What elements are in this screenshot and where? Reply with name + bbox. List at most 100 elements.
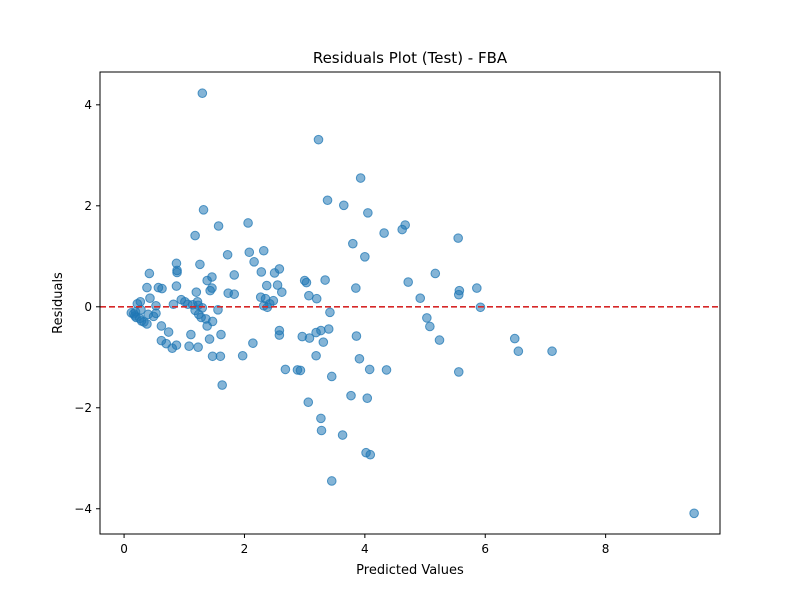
scatter-point — [145, 293, 155, 304]
scatter-point — [422, 313, 432, 323]
scatter-point — [157, 283, 167, 294]
scatter-point — [326, 476, 337, 486]
plot-frame — [99, 71, 721, 535]
scatter-point — [301, 277, 312, 288]
scatter-point — [323, 324, 334, 334]
scatter-point — [172, 267, 182, 278]
scatter-point — [379, 228, 389, 238]
y-tick-label: −4 — [74, 502, 92, 516]
scatter-point — [326, 371, 337, 382]
y-axis-ticks: −4 −2 0 2 4 — [74, 98, 100, 516]
scatter-point — [213, 221, 224, 231]
scatter-point — [171, 340, 182, 350]
scatter-point — [274, 330, 285, 340]
scatter-point — [256, 267, 267, 277]
scatter-point — [190, 230, 200, 241]
scatter-point — [198, 205, 209, 215]
scatter-point — [453, 289, 464, 300]
x-tick-label: 2 — [241, 542, 249, 556]
scatter-point — [248, 338, 258, 348]
scatter-point — [360, 251, 370, 262]
scatter-point — [269, 268, 280, 278]
x-axis-label: Predicted Values — [356, 563, 464, 578]
scatter-point — [204, 334, 215, 344]
scatter-point — [151, 308, 161, 319]
scatter-point — [346, 390, 356, 401]
y-axis-label: Residuals — [51, 272, 66, 334]
scatter-point — [430, 268, 441, 279]
scatter-point — [191, 287, 202, 297]
scatter-point — [186, 329, 196, 340]
scatter-point — [311, 350, 321, 361]
scatter-point — [303, 397, 314, 408]
scatter-point — [163, 327, 174, 337]
scatter-point — [304, 333, 315, 343]
scatter-point — [229, 270, 240, 280]
scatter-point — [215, 351, 226, 362]
scatter-point — [316, 425, 327, 436]
scatter-point — [311, 293, 322, 304]
scatter-point — [355, 173, 366, 183]
scatter-point — [244, 247, 255, 258]
scatter-point — [272, 280, 283, 290]
scatter-point — [354, 353, 365, 364]
scatter-point — [243, 218, 253, 228]
scatter-point — [313, 134, 324, 145]
scatter-point — [311, 327, 321, 338]
scatter-point — [351, 331, 362, 341]
x-tick-label: 6 — [481, 542, 489, 556]
scatter-point — [338, 200, 349, 211]
scatter-point — [320, 275, 330, 285]
scatter-point — [217, 380, 227, 390]
scatter-point — [202, 321, 212, 331]
scatter-point — [509, 333, 520, 344]
scatter-point — [415, 293, 426, 304]
scatter-point — [142, 282, 152, 293]
scatter-point — [304, 290, 314, 301]
chart-title: Residuals Plot (Test) - FBA — [313, 49, 508, 67]
scatter-point — [365, 449, 376, 460]
scatter-point — [351, 283, 361, 293]
scatter-point — [205, 285, 215, 296]
scatter-point — [184, 341, 194, 351]
scatter-point — [216, 329, 226, 340]
scatter-point — [258, 245, 269, 256]
scatter-point — [322, 195, 333, 206]
points-layer — [126, 88, 699, 519]
scatter-point — [229, 289, 240, 299]
y-tick-label: 0 — [84, 300, 92, 314]
scatter-point — [318, 337, 329, 347]
scatter-point — [237, 350, 248, 361]
y-tick-label: 2 — [84, 199, 92, 213]
scatter-point — [472, 283, 482, 293]
scatter-point — [197, 88, 208, 99]
scatter-point — [397, 224, 407, 235]
x-tick-label: 4 — [361, 542, 369, 556]
scatter-point — [156, 321, 167, 331]
scatter-point — [207, 351, 218, 362]
x-axis-ticks: 0 2 4 6 8 — [120, 534, 609, 556]
scatter-point — [213, 305, 223, 315]
scatter-point — [403, 277, 413, 287]
scatter-point — [222, 249, 233, 260]
scatter-point — [364, 364, 375, 375]
scatter-point — [143, 309, 153, 320]
scatter-point — [276, 287, 287, 297]
x-tick-label: 0 — [120, 542, 128, 556]
x-tick-label: 8 — [602, 542, 610, 556]
scatter-point — [202, 275, 212, 286]
scatter-point — [453, 367, 464, 377]
scatter-point — [280, 364, 291, 375]
scatter-point — [144, 268, 155, 279]
scatter-point — [171, 281, 182, 291]
y-tick-label: 4 — [84, 98, 92, 112]
scatter-point — [348, 238, 358, 249]
scatter-point — [381, 365, 392, 375]
scatter-point — [363, 208, 373, 218]
scatter-point — [249, 257, 259, 267]
scatter-point — [261, 280, 272, 291]
scatter-point — [337, 430, 348, 440]
scatter-point — [193, 342, 203, 352]
scatter-point — [142, 319, 152, 329]
